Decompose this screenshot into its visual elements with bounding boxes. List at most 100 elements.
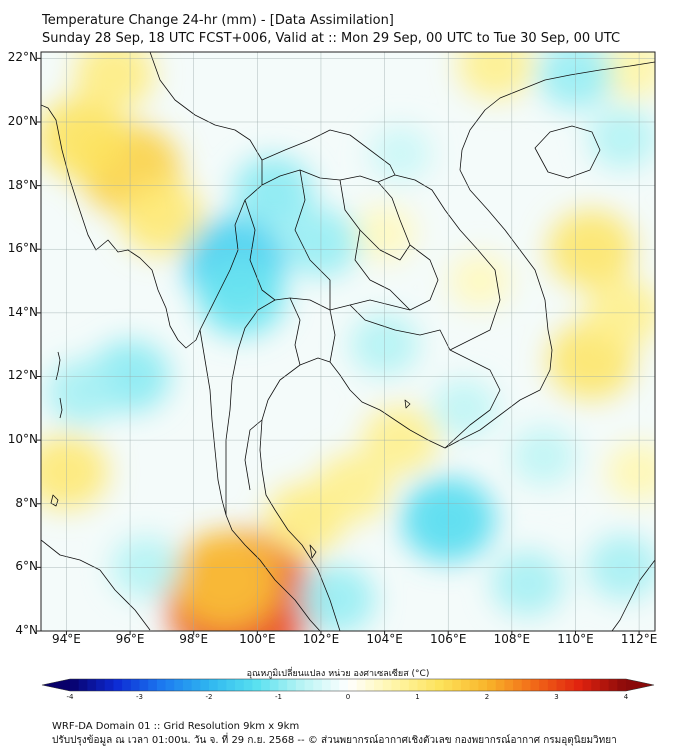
colorbar-cell-38 bbox=[400, 679, 410, 691]
colorbar-tick-5: 1 bbox=[415, 693, 420, 701]
temperature-map bbox=[37, 51, 656, 635]
lat-label-1: 20°N bbox=[7, 113, 38, 128]
colorbar-tick-8: 4 bbox=[623, 693, 629, 701]
footer-line-2: ปรับปรุงข้อมูล ณ เวลา 01:00น. วัน จ. ที่… bbox=[52, 735, 617, 746]
lat-label-0: 22°N bbox=[7, 50, 38, 65]
colorbar-cell-47 bbox=[478, 679, 488, 691]
lon-label-2: 98°E bbox=[179, 632, 209, 646]
colorbar-cell-8 bbox=[139, 679, 149, 691]
anomaly-blob-34 bbox=[369, 125, 432, 182]
anomaly-blob-4 bbox=[120, 179, 204, 256]
colorbar-cell-62 bbox=[608, 679, 618, 691]
lat-label-9: 4°N bbox=[15, 623, 38, 637]
colorbar-cell-6 bbox=[122, 679, 132, 691]
colorbar-cell-16 bbox=[209, 679, 219, 691]
lon-label-6: 106°E bbox=[429, 632, 467, 646]
colorbar-tick-4: 0 bbox=[345, 693, 351, 701]
lat-label-3: 16°N bbox=[7, 241, 38, 256]
colorbar-cell-43 bbox=[443, 679, 453, 691]
map-title: Temperature Change 24-hr (mm) - [Data As… bbox=[42, 12, 620, 48]
lon-label-9: 112°E bbox=[620, 632, 658, 646]
anomaly-blob-5 bbox=[74, 52, 155, 111]
lat-label-7: 8°N bbox=[15, 495, 38, 510]
colorbar-cell-49 bbox=[495, 679, 505, 691]
anomaly-blob-9 bbox=[41, 434, 109, 510]
lon-label-3: 100°E bbox=[239, 632, 276, 646]
anomaly-blob-30 bbox=[588, 106, 655, 170]
colorbar-cell-36 bbox=[382, 679, 392, 691]
colorbar-cell-25 bbox=[287, 679, 297, 691]
colorbar-cell-61 bbox=[599, 679, 610, 691]
lon-label-1: 96°E bbox=[115, 632, 145, 646]
lat-label-2: 18°N bbox=[7, 177, 38, 192]
lon-label-4: 102°E bbox=[302, 632, 340, 646]
colorbar-tick-1: -3 bbox=[136, 693, 143, 701]
lon-label-5: 104°E bbox=[366, 632, 403, 646]
footer: WRF-DA Domain 01 :: Grid Resolution 9km … bbox=[52, 720, 617, 748]
colorbar-cell-26 bbox=[295, 679, 306, 691]
colorbar-cell-5 bbox=[113, 679, 123, 691]
anomaly-blob-24 bbox=[45, 359, 119, 426]
colorbar-cell-12 bbox=[174, 679, 184, 691]
anomaly-blob-31 bbox=[510, 426, 577, 486]
lat-label-5: 12°N bbox=[7, 368, 38, 383]
axis-ticks bbox=[37, 57, 640, 635]
colorbar-cell-56 bbox=[556, 679, 566, 691]
anomaly-blob-20 bbox=[233, 155, 314, 228]
colorbar-cell-18 bbox=[226, 679, 236, 691]
colorbar-cell-52 bbox=[521, 679, 531, 691]
coastlines-and-borders bbox=[41, 52, 655, 631]
colorbar-cell-59 bbox=[582, 679, 592, 691]
colorbar-cell-34 bbox=[365, 679, 375, 691]
colorbar-cell-10 bbox=[156, 679, 167, 691]
colorbar-cell-48 bbox=[487, 679, 497, 691]
colorbar-cell-44 bbox=[452, 679, 462, 691]
colorbar-cell-55 bbox=[547, 679, 557, 691]
colorbar-cell-1 bbox=[78, 679, 88, 691]
anomaly-blob-32 bbox=[491, 550, 565, 617]
colorbar-cell-2 bbox=[87, 679, 97, 691]
anomaly-blob-26 bbox=[431, 378, 497, 438]
colorbar-cell-19 bbox=[235, 679, 245, 691]
lon-label-7: 108°E bbox=[493, 632, 531, 646]
anomaly-blob-13 bbox=[457, 52, 535, 100]
title-line-2: Sunday 28 Sep, 18 UTC FCST+006, Valid at… bbox=[42, 31, 621, 46]
colorbar-cell-14 bbox=[191, 679, 201, 691]
colorbar-cell-3 bbox=[96, 679, 106, 691]
anomaly-blob-19 bbox=[197, 257, 286, 337]
anomaly-blob-14 bbox=[598, 52, 655, 100]
footer-line-1: WRF-DA Domain 01 :: Grid Resolution 9km … bbox=[52, 721, 300, 732]
colorbar-cell-23 bbox=[269, 679, 279, 691]
colorbar-cell-58 bbox=[573, 679, 584, 691]
anomaly-blob-1 bbox=[171, 531, 280, 629]
colorbar-tick-2: -2 bbox=[205, 693, 213, 701]
colorbar-cell-13 bbox=[182, 679, 193, 691]
colorbar-title: อุณหภูมิเปลี่ยนแปลง หน่วย องศาเซลเซียส (… bbox=[246, 669, 430, 679]
anomaly-blob-16 bbox=[449, 253, 512, 310]
colorbar-cell-45 bbox=[460, 679, 471, 691]
colorbar-cell-42 bbox=[434, 679, 445, 691]
colorbar-cell-22 bbox=[261, 679, 271, 691]
graticule bbox=[41, 52, 655, 631]
colorbar-cell-20 bbox=[243, 679, 253, 691]
colorbar-cell-29 bbox=[321, 679, 332, 691]
colorbar-cell-40 bbox=[417, 679, 427, 691]
lat-label-8: 6°N bbox=[15, 559, 38, 574]
colorbar-cell-30 bbox=[330, 679, 340, 691]
colorbar-cell-7 bbox=[130, 679, 140, 691]
colorbar-cell-32 bbox=[348, 679, 358, 691]
colorbar bbox=[41, 678, 655, 692]
anomaly-blob-3 bbox=[41, 97, 128, 179]
colorbar-cell-60 bbox=[591, 679, 601, 691]
colorbar-cell-0 bbox=[70, 679, 80, 691]
anomaly-field bbox=[41, 52, 655, 631]
colorbar-cell-50 bbox=[504, 679, 514, 691]
colorbar-cell-39 bbox=[408, 679, 418, 691]
colorbar-cell-17 bbox=[217, 679, 227, 691]
colorbar-cell-57 bbox=[565, 679, 575, 691]
colorbar-cell-24 bbox=[278, 679, 288, 691]
colorbar-cell-21 bbox=[252, 679, 262, 691]
colorbar-outline bbox=[41, 678, 655, 692]
colorbar-tick-3: -1 bbox=[275, 693, 282, 701]
colorbar-cell-63 bbox=[617, 679, 627, 691]
